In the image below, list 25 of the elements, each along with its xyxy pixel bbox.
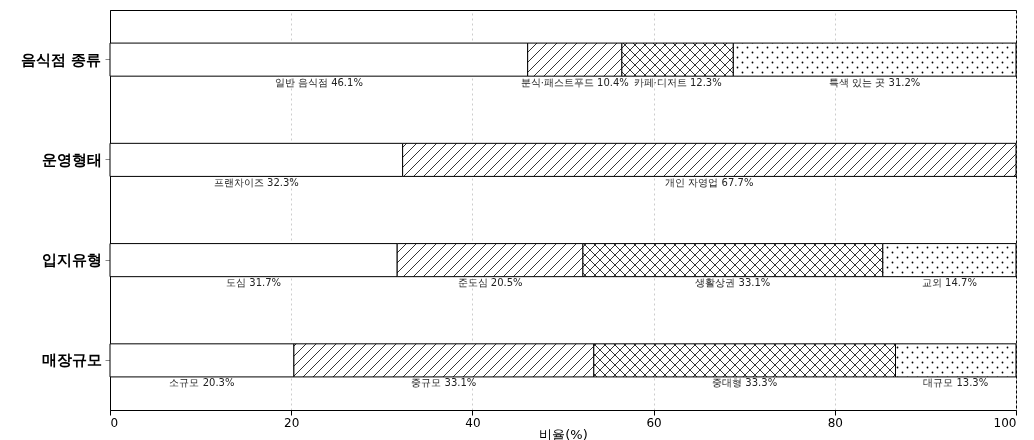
y-tick-label: 매장규모 <box>41 351 102 370</box>
data-label: 대규모 13.3% <box>923 377 989 389</box>
data-label: 프랜차이즈 32.3% <box>213 176 299 188</box>
data-label: 교외 14.7% <box>921 277 977 289</box>
y-tick-label: 운영형태 <box>41 150 102 169</box>
data-label: 분식·패스트푸드 10.4% <box>520 76 629 88</box>
data-label: 중대형 33.3% <box>712 377 778 389</box>
x-tick-label: 100 <box>993 415 1017 430</box>
x-tick-label: 40 <box>465 415 481 430</box>
x-axis-title: 비율(%) <box>539 426 588 440</box>
x-tick-label: 20 <box>284 415 300 430</box>
data-label: 중규모 33.1% <box>411 377 477 389</box>
data-label: 일반 음식점 46.1% <box>274 76 363 88</box>
x-tick-label: 0 <box>110 415 119 430</box>
data-label: 생활상권 33.1% <box>695 277 771 289</box>
data-label: 카페·디저트 12.3% <box>633 76 722 88</box>
data-label: 개인 자영업 67.7% <box>665 176 754 188</box>
data-label: 도심 31.7% <box>226 277 282 289</box>
y-tick-label: 입지유형 <box>41 251 102 270</box>
x-tick-label: 60 <box>646 415 662 430</box>
data-label: 특색 있는 곳 31.2% <box>829 76 921 88</box>
data-label: 준도심 20.5% <box>457 277 523 289</box>
x-tick-label: 80 <box>827 415 843 430</box>
data-label: 소규모 20.3% <box>169 377 235 389</box>
y-tick-label: 음식점 종류 <box>21 50 102 69</box>
